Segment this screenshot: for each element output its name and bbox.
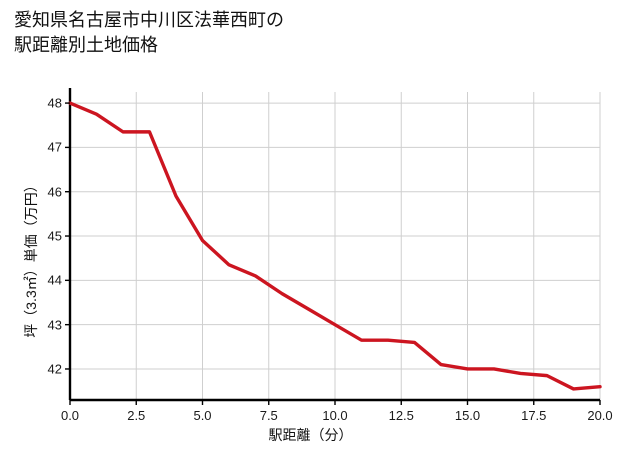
y-tick-label: 42	[47, 361, 62, 377]
x-tick-label: 2.5	[127, 408, 146, 423]
y-axis-label: 坪（3.3㎡）単価（万円）	[23, 178, 39, 338]
x-tick-label: 10.0	[322, 408, 348, 423]
x-axis-label: 駅距離（分）	[268, 427, 353, 443]
tick-marks	[65, 102, 601, 405]
chart-title: 愛知県名古屋市中川区法華西町の 駅距離別土地価格	[14, 10, 284, 55]
x-tick-label: 15.0	[454, 408, 481, 423]
y-tick-label: 45	[47, 228, 62, 244]
data-line	[68, 101, 602, 391]
x-tick-label: 20.0	[587, 408, 613, 423]
x-tick-label: 17.5	[521, 408, 547, 423]
x-tick-label: 0.0	[60, 408, 80, 423]
grid-lines	[69, 92, 601, 400]
x-tick-label: 5.0	[193, 408, 212, 423]
y-tick-label: 43	[47, 317, 62, 333]
x-tick-label: 7.5	[259, 408, 278, 423]
y-tick-label: 44	[47, 272, 62, 288]
y-tick-label: 47	[47, 139, 62, 155]
y-tick-label: 46	[47, 184, 62, 200]
x-tick-label: 12.5	[388, 408, 414, 423]
y-tick-label: 48	[47, 95, 62, 111]
data-line-series	[68, 101, 602, 391]
